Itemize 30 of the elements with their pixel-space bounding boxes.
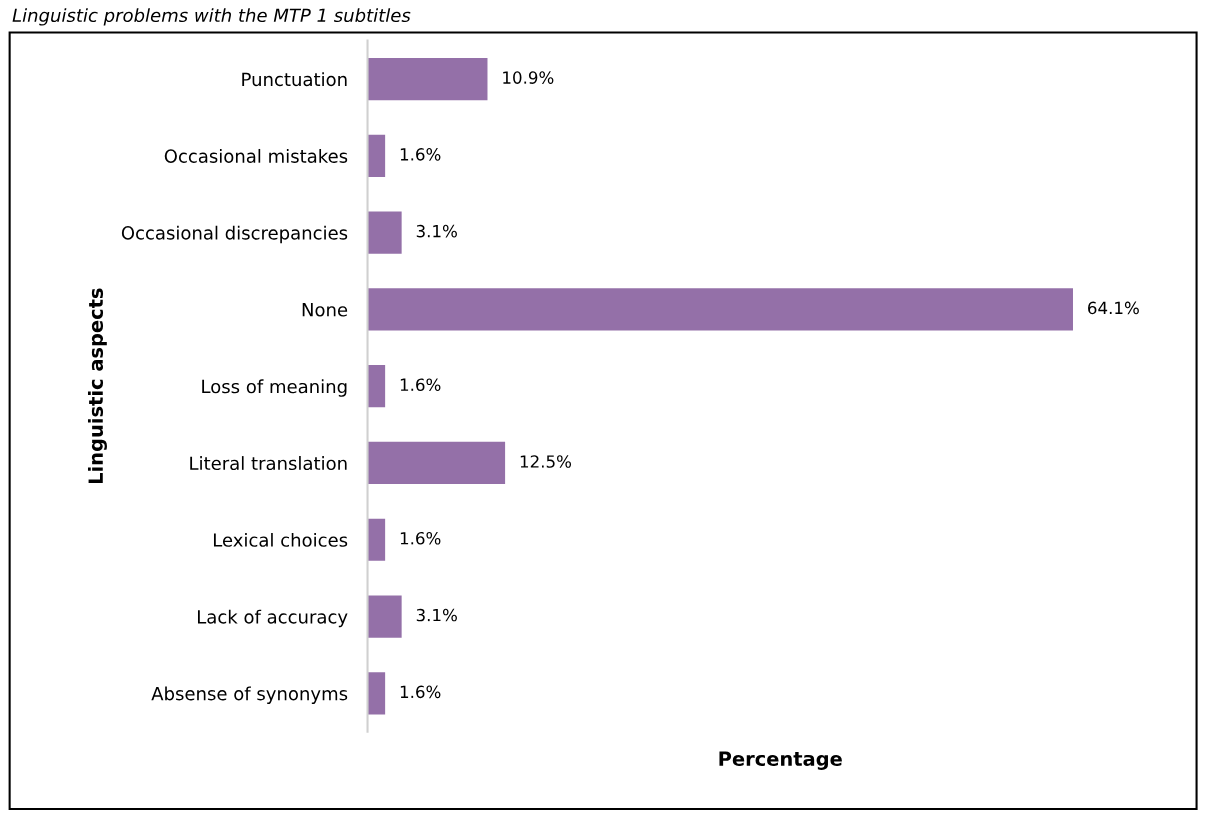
y-tick-label: Punctuation — [242, 72, 347, 87]
data-label: 1.6% — [400, 685, 441, 699]
bar — [367, 134, 386, 177]
data-label: 3.1% — [416, 224, 457, 238]
data-label: 1.6% — [400, 378, 441, 392]
y-tick-label: Lack of accuracy — [198, 609, 348, 628]
y-tick-label: Absense of synonyms — [151, 686, 348, 704]
y-tick-label: Occasional discrepancies — [121, 225, 348, 244]
bar — [367, 288, 1073, 331]
y-tick-label: Loss of meaning — [202, 379, 347, 397]
data-label: 10.9% — [503, 71, 554, 84]
bar — [367, 595, 402, 638]
y-tick-label: None — [302, 303, 348, 317]
bar — [367, 441, 506, 485]
bar — [367, 365, 386, 408]
data-label: 1.6% — [400, 148, 441, 161]
y-tick-label: Literal translation — [190, 456, 347, 471]
data-label: 12.5% — [520, 455, 572, 468]
y-tick-label: Occasional mistakes — [164, 148, 348, 163]
bar — [367, 672, 386, 715]
y-axis-title: Linguistic aspects — [87, 288, 107, 484]
data-label: 64.1% — [1088, 301, 1139, 315]
bar — [367, 518, 386, 561]
data-label: 3.1% — [416, 608, 457, 622]
y-tick-label: Lexical choices — [213, 532, 348, 547]
text: Linguistic problems with the MTP 1 subtitles — [12, 8, 411, 26]
bar — [367, 57, 488, 101]
data-label: 1.6% — [400, 531, 441, 545]
x-axis-title: Percentage — [719, 751, 842, 770]
bar — [367, 211, 402, 254]
